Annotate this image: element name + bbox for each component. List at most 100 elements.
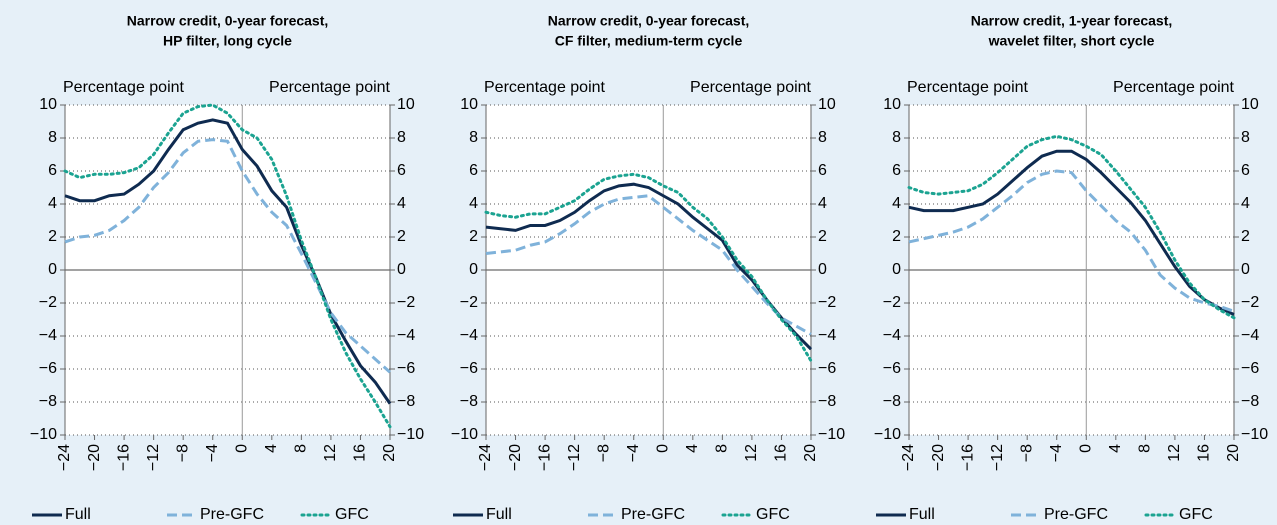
y2-tick-label: 8 [1241,129,1250,146]
x-tick-label: 12 [1166,444,1183,462]
y2-tick-label: 10 [1241,96,1259,113]
x-tick-label: −20 [86,444,103,471]
series-line [908,169,1235,313]
y2-tick-label: 10 [818,96,836,113]
x-tick-label: −24 [900,444,917,471]
y-tick-label: −6 [39,360,57,377]
y-tick-label: 6 [892,162,901,179]
x-tick-label: −4 [1048,444,1065,462]
x-tick-label: 20 [1225,444,1242,462]
x-tick-label: 16 [773,444,790,462]
y2-tick-label: −4 [818,327,836,344]
y2-tick-label: 6 [818,162,827,179]
x-tick-label: 4 [1107,444,1124,453]
y-tick-label: 4 [892,195,901,212]
y-tick-label: −8 [883,393,901,410]
x-tick-label: 8 [714,444,731,453]
y2-tick-label: 10 [397,96,415,113]
legend-label: GFC [335,506,369,523]
x-tick-label: −16 [536,444,553,471]
y2-tick-label: −6 [1241,360,1259,377]
y2-tick-label: 4 [1241,195,1250,212]
y2-tick-label: −4 [1241,327,1259,344]
x-tick-label: −24 [56,444,73,471]
x-tick-label: 16 [1196,444,1213,462]
series-line [63,103,392,429]
y-tick-label: −8 [460,393,478,410]
y-tick-label: 8 [48,129,57,146]
y2-axis-label: Percentage point [269,79,391,96]
y2-tick-label: 2 [818,228,827,245]
y2-tick-label: −2 [397,294,415,311]
series-line [908,149,1235,316]
x-tick-label: 4 [263,444,280,453]
chart-title: Narrow credit, 1-year forecast, [971,13,1173,29]
legend-label: GFC [1179,506,1213,523]
legend-label: Pre-GFC [1044,506,1108,523]
x-tick-label: −16 [959,444,976,471]
y2-tick-label: 2 [397,228,406,245]
x-tick-label: 0 [1077,444,1094,453]
y2-tick-label: 6 [397,162,406,179]
y2-tick-label: −8 [818,393,836,410]
y-tick-label: 4 [48,195,57,212]
y2-axis-label: Percentage point [1113,79,1235,96]
x-tick-label: −12 [145,444,162,471]
x-tick-label: 20 [802,444,819,462]
y2-tick-label: 2 [1241,228,1250,245]
x-tick-label: 8 [293,444,310,453]
x-tick-label: 12 [322,444,339,462]
y2-tick-label: 4 [397,195,406,212]
y-tick-label: 0 [892,261,901,278]
y2-axis-label: Percentage point [690,79,812,96]
y2-tick-label: 0 [397,261,406,278]
y-tick-label: 10 [39,96,57,113]
y-tick-label: 4 [469,195,478,212]
y-axis-label: Percentage point [907,79,1029,96]
y2-tick-label: 6 [1241,162,1250,179]
legend-label: Full [486,506,512,523]
y-tick-label: 10 [460,96,478,113]
y2-tick-label: −10 [1241,426,1268,443]
y2-tick-label: −10 [397,426,424,443]
x-tick-label: −24 [477,444,494,471]
chart-title: Narrow credit, 0-year forecast, [127,13,329,29]
x-tick-label: 0 [654,444,671,453]
y-tick-label: 0 [469,261,478,278]
x-tick-label: −12 [566,444,583,471]
x-tick-label: 12 [743,444,760,462]
x-tick-label: 8 [1137,444,1154,453]
x-tick-label: 20 [381,444,398,462]
chart-title: HP filter, long cycle [163,33,292,49]
y-tick-label: −4 [460,327,478,344]
y-tick-label: 8 [892,129,901,146]
y-tick-label: 2 [892,228,901,245]
legend-label: Full [65,506,91,523]
chart-title: wavelet filter, short cycle [988,33,1155,49]
x-tick-label: −20 [930,444,947,471]
legend-label: Pre-GFC [200,506,264,523]
x-tick-label: −16 [115,444,132,471]
x-tick-label: 16 [352,444,369,462]
y-tick-label: −6 [460,360,478,377]
chart-title: CF filter, medium-term cycle [555,33,743,49]
y-tick-label: 6 [469,162,478,179]
y-tick-label: −6 [883,360,901,377]
y2-tick-label: 0 [818,261,827,278]
series-line [485,194,812,336]
y-tick-label: −10 [874,426,901,443]
legend-label: Pre-GFC [621,506,685,523]
y-axis-label: Percentage point [63,79,185,96]
y-tick-label: 8 [469,129,478,146]
y2-tick-label: 4 [818,195,827,212]
legend-label: GFC [756,506,790,523]
chart-title: Narrow credit, 0-year forecast, [548,13,750,29]
legend-label: Full [909,506,935,523]
y-tick-label: 10 [883,96,901,113]
x-tick-label: −8 [174,444,191,462]
y2-tick-label: −10 [818,426,845,443]
x-tick-label: −20 [507,444,524,471]
y-axis-label: Percentage point [484,79,606,96]
y2-tick-label: −2 [818,294,836,311]
